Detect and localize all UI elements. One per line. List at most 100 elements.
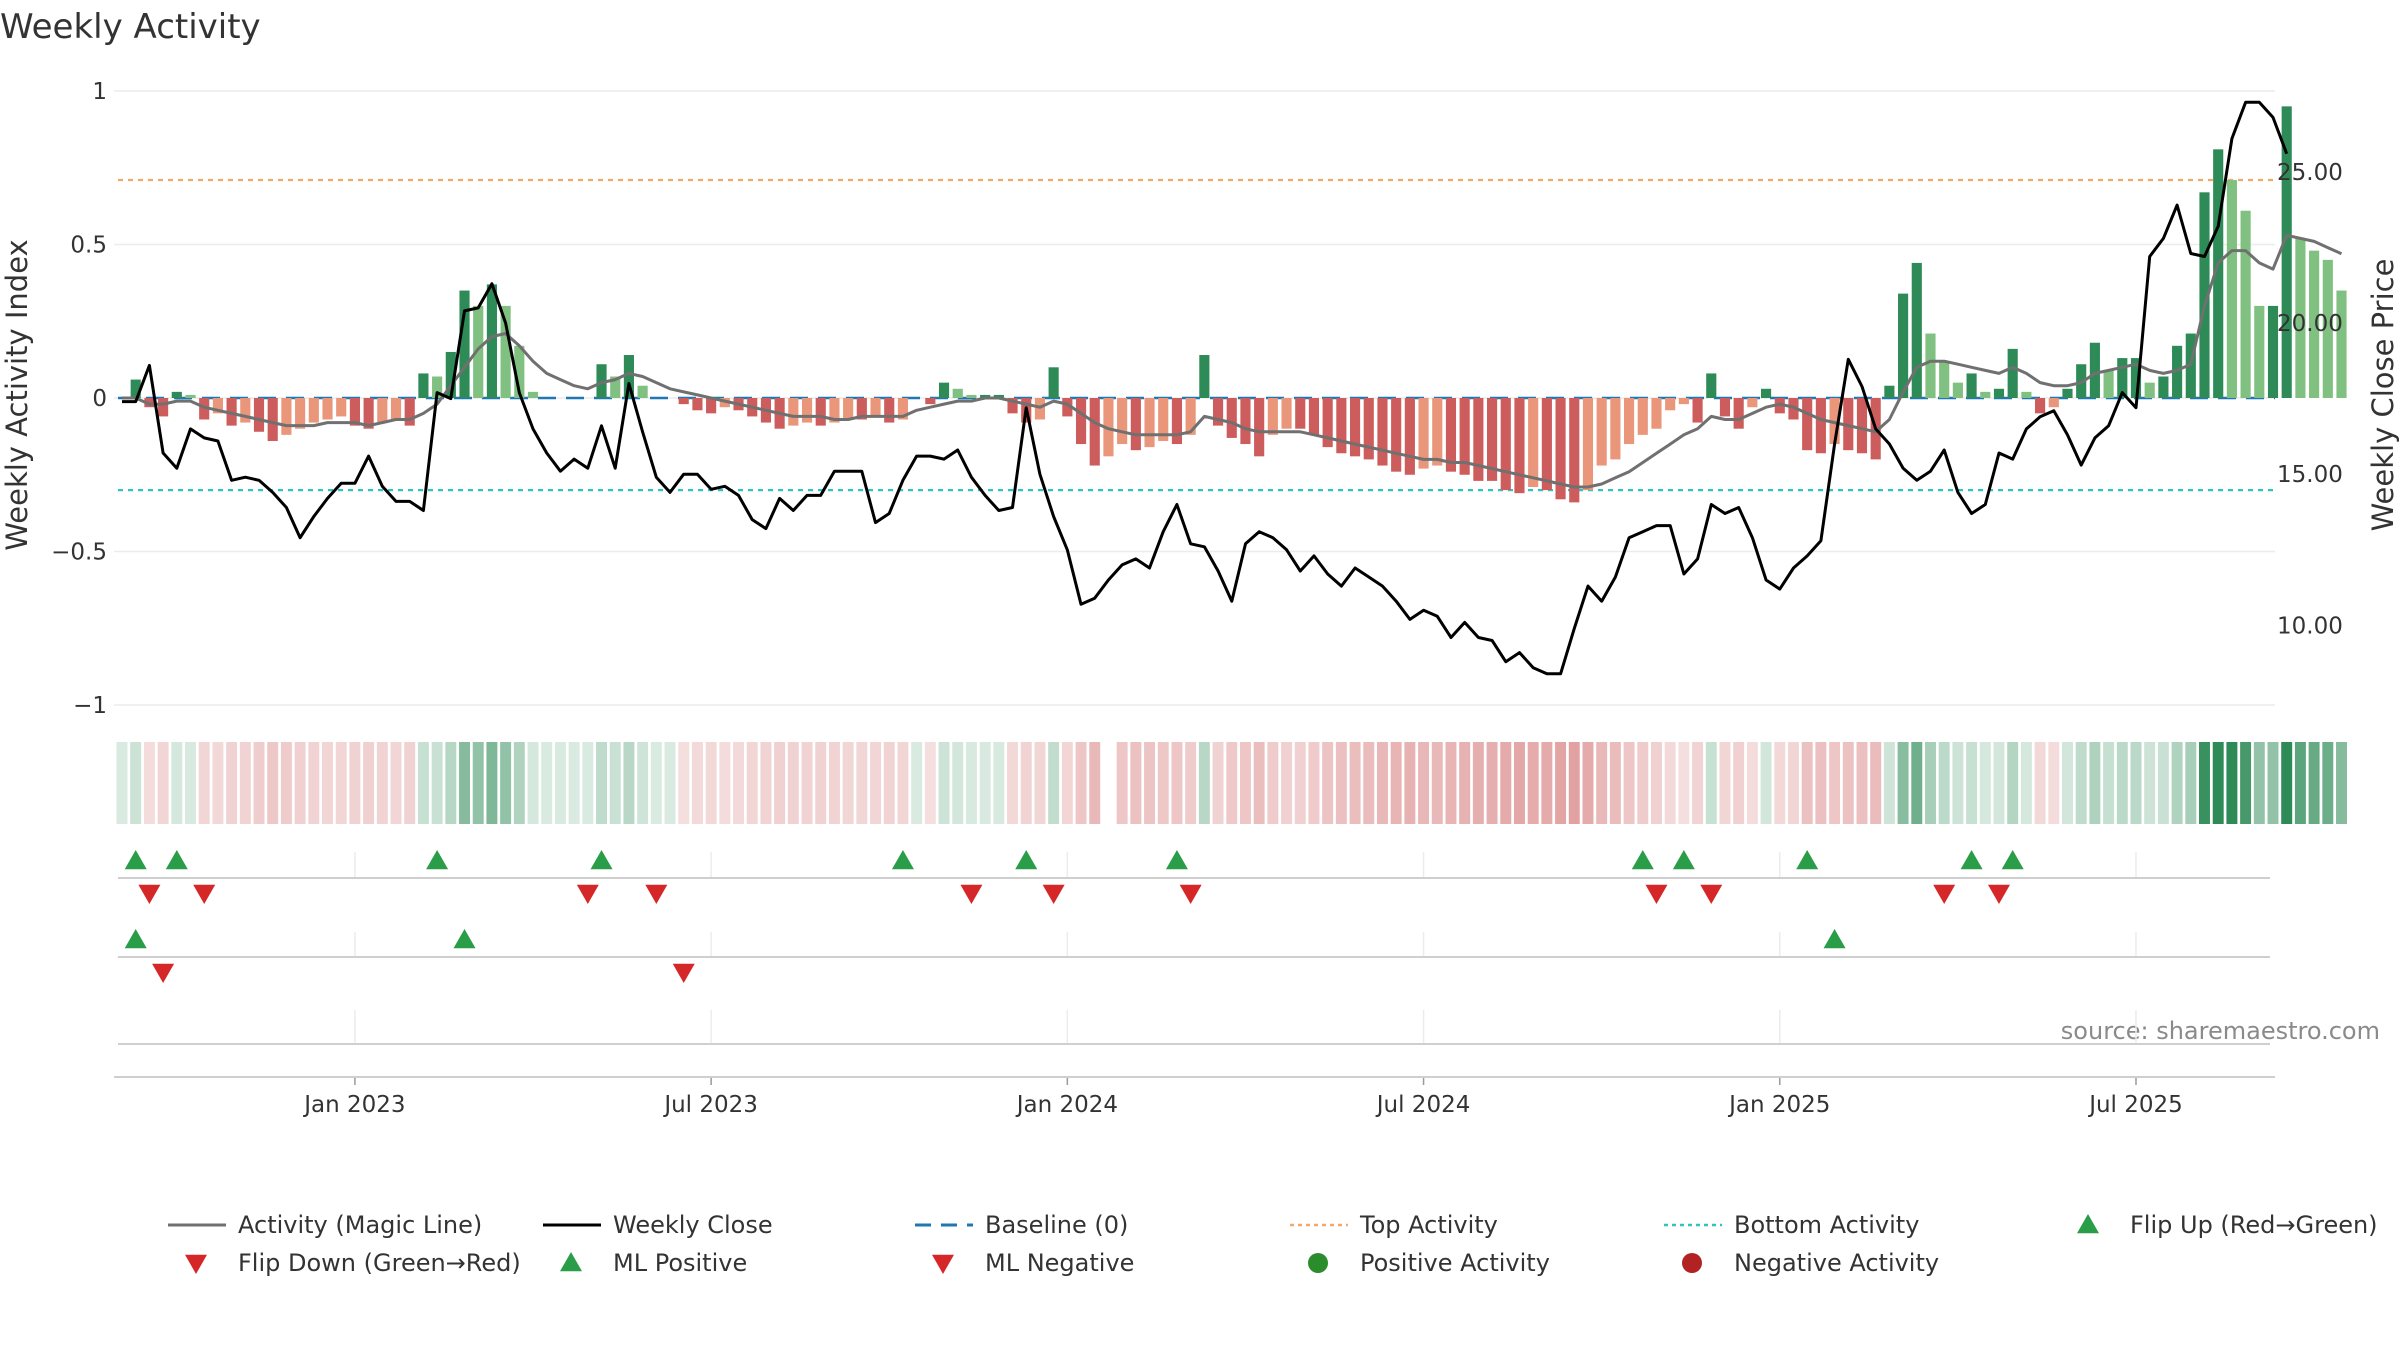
flip-down-marker (138, 884, 161, 904)
activity-bar (1884, 385, 1895, 398)
flip-markers-panel (118, 850, 2270, 904)
right-tick-label: 20.00 (2277, 311, 2343, 337)
heat-cell (1198, 742, 1210, 824)
activity-bar (1459, 398, 1470, 475)
flip-down-marker (1933, 884, 1956, 904)
heat-cell (774, 742, 786, 824)
heat-cell (308, 742, 320, 824)
activity-bar (1144, 398, 1155, 448)
heat-cell (527, 742, 539, 824)
legend-item: ML Positive (560, 1249, 747, 1277)
left-tick-label: −0.5 (51, 540, 107, 566)
heat-cell (746, 742, 758, 824)
activity-bar (253, 398, 265, 432)
heat-cell (1555, 742, 1567, 824)
heat-cell (1459, 742, 1471, 824)
heat-cell (1925, 742, 1936, 824)
heat-cell (1253, 742, 1265, 824)
activity-bar (1377, 398, 1388, 466)
activity-bar (1610, 398, 1621, 460)
flip-down-marker (1700, 884, 1723, 904)
x-tick-label: Jan 2024 (1015, 1092, 1118, 1118)
heat-cell (1212, 742, 1224, 824)
activity-bar (1939, 361, 1950, 398)
heat-cell (2062, 742, 2073, 824)
heat-cell (1760, 742, 1772, 824)
heat-cell (445, 742, 457, 824)
activity-bar (295, 398, 306, 429)
heat-cell (1911, 742, 1923, 824)
activity-bar (1062, 398, 1073, 417)
heat-cell (664, 742, 676, 824)
legend-up-triangle-icon (2077, 1214, 2099, 1234)
activity-bar (2007, 348, 2018, 398)
activity-bar (1349, 398, 1361, 457)
heat-cell (1267, 742, 1279, 824)
series-lines (122, 100, 2343, 676)
activity-bar (1582, 398, 1594, 491)
flip-up-marker (1796, 850, 1819, 870)
activity-bar (1158, 398, 1169, 441)
heat-cell (2240, 742, 2252, 824)
activity-bar (692, 398, 703, 411)
activity-bar (1185, 398, 1196, 435)
heat-cell (1020, 742, 1032, 824)
heat-cell (2171, 742, 2183, 824)
heat-cell (787, 742, 799, 824)
heat-cell (1335, 742, 1347, 824)
activity-bar (308, 398, 319, 423)
activity-bar (2062, 388, 2073, 398)
heat-cell (349, 742, 361, 824)
legend-item: Negative Activity (1682, 1249, 1939, 1277)
heat-cell (1938, 742, 1950, 824)
heat-cell (376, 742, 388, 824)
heat-cell (1294, 742, 1306, 824)
activity-heat-strip (116, 742, 2347, 824)
heat-cell (554, 742, 566, 824)
activity-bar (815, 398, 826, 426)
legend-item: Bottom Activity (1664, 1211, 1919, 1239)
activity-bar (130, 379, 141, 398)
heat-cell (390, 742, 402, 824)
heat-cell (691, 742, 703, 824)
heat-cell (1993, 742, 2005, 824)
activity-bar (1555, 398, 1566, 500)
right-axis-ticks: 25.00 20.00 15.00 10.00 (2277, 160, 2343, 640)
activity-bar (418, 373, 429, 398)
activity-bar (199, 398, 210, 420)
heat-cell (2267, 742, 2279, 824)
date-axis-panel: Jan 2023 Jul 2023 Jan 2024 Jul 2024 Jan 2025… (114, 1010, 2380, 1118)
legend-label: Baseline (0) (985, 1211, 1128, 1239)
heat-cell (513, 742, 525, 824)
heat-cell (1486, 742, 1498, 824)
activity-bar (610, 376, 621, 398)
legend-down-triangle-icon (185, 1254, 207, 1274)
heat-cell (116, 742, 128, 824)
heat-cell (609, 742, 621, 824)
activity-bar (1418, 398, 1429, 469)
heat-cell (924, 742, 936, 824)
main-panel: 1 0.5 0 −0.5 −1 25.00 20.00 15.00 10.00 Weekly … (0, 79, 2400, 719)
activity-bar (623, 355, 634, 398)
heat-cell (1363, 742, 1375, 824)
activity-bar (1075, 398, 1087, 445)
heat-cell (198, 742, 210, 824)
heat-cell (678, 742, 690, 824)
activity-bar (1966, 373, 1977, 398)
heat-cell (719, 742, 731, 824)
x-tick-label: Jan 2023 (302, 1092, 405, 1118)
legend-circle-icon (1682, 1253, 1702, 1273)
heat-cell (1157, 742, 1169, 824)
activity-bar (1569, 398, 1580, 503)
heat-cell (171, 742, 183, 824)
heat-cell (965, 742, 977, 824)
heat-cell (1418, 742, 1430, 824)
ml-positive-marker (124, 929, 147, 949)
right-tick-label: 10.00 (2277, 613, 2343, 639)
activity-bar (1925, 333, 1936, 398)
activity-bar (1089, 398, 1100, 466)
activity-bar (2130, 358, 2142, 398)
activity-bar (2117, 358, 2128, 398)
heat-cell (1349, 742, 1361, 824)
activity-bar (1898, 293, 1909, 398)
